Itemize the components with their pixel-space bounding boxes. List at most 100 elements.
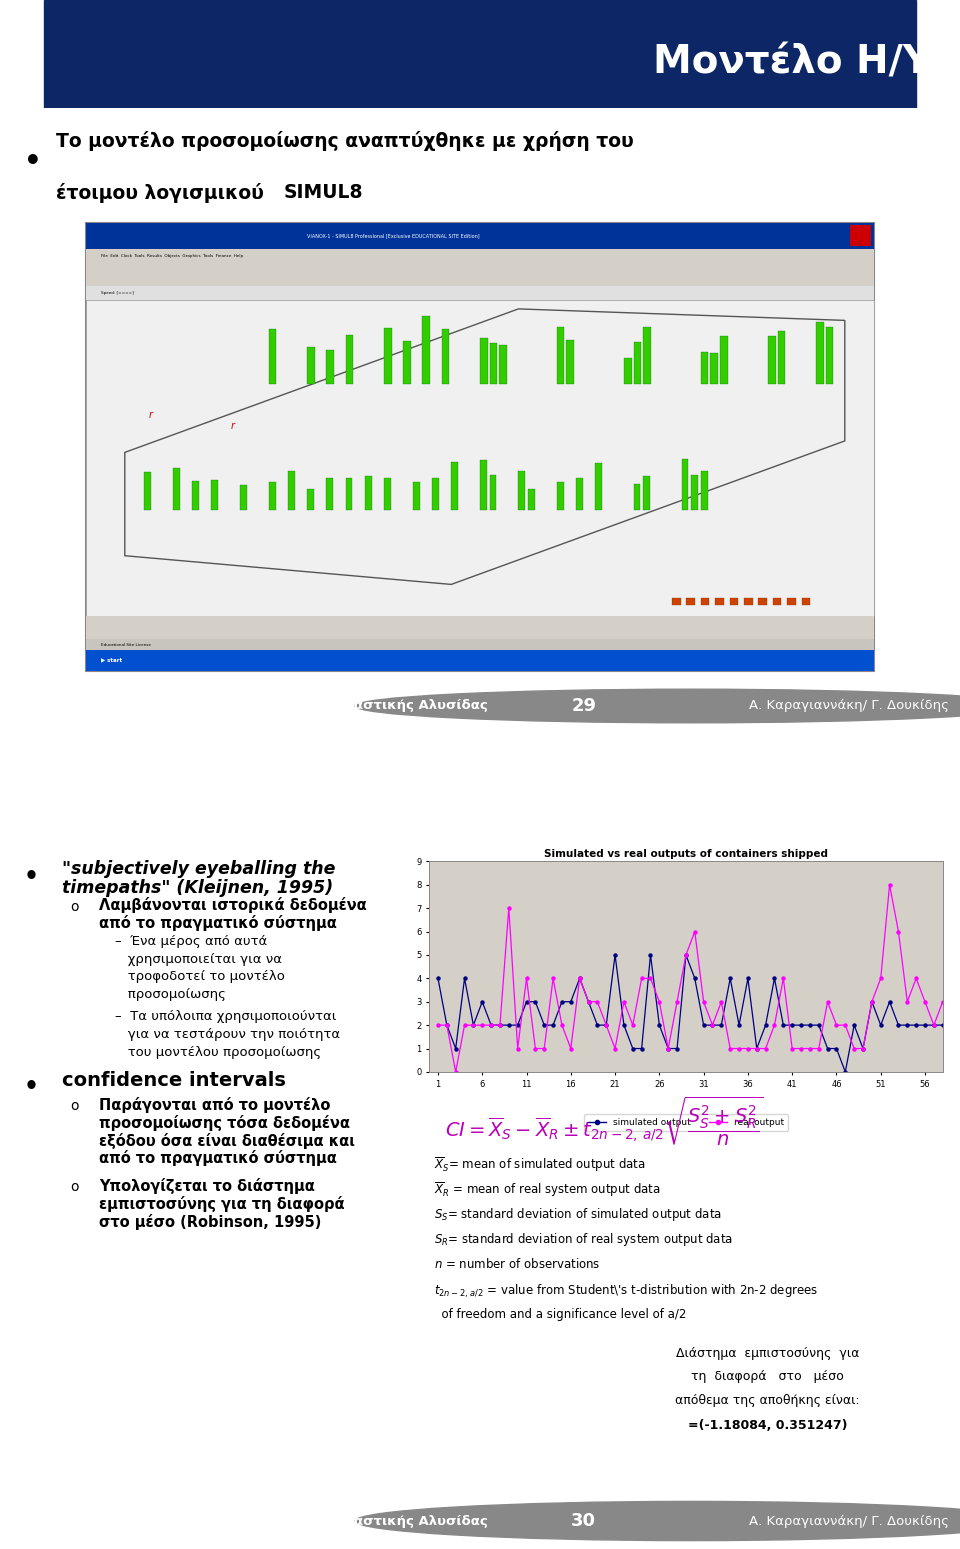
Legend: simulated output, real output: simulated output, real output (584, 1114, 788, 1131)
Text: confidence intervals: confidence intervals (62, 1070, 286, 1089)
Bar (499, 345, 507, 384)
Bar (701, 471, 708, 510)
Bar (490, 476, 496, 510)
Text: timepaths" (Kleijnen, 1995): timepaths" (Kleijnen, 1995) (62, 880, 334, 897)
Text: •: • (24, 864, 39, 889)
Text: of freedom and a significance level of a/2: of freedom and a significance level of a… (434, 1307, 686, 1320)
Text: VIANOX-1 - SIMUL8 Professional [Exclusive EDUCATIONAL SITE Edition]: VIANOX-1 - SIMUL8 Professional [Exclusiv… (307, 232, 480, 239)
Text: Παράγονται από το μοντέλο: Παράγονται από το μοντέλο (99, 1097, 330, 1112)
Bar (307, 347, 315, 384)
Bar (744, 598, 753, 604)
Bar (480, 460, 487, 510)
Bar (326, 477, 333, 510)
Text: Α. Καραγιαννάκη/ Γ. Δουκίδης: Α. Καραγιαννάκη/ Γ. Δουκίδης (749, 1515, 948, 1527)
Text: στο μέσο (Robinson, 1995): στο μέσο (Robinson, 1995) (99, 1213, 322, 1230)
Bar (730, 598, 738, 604)
Bar (326, 350, 334, 384)
Bar (86, 638, 874, 651)
Bar (442, 328, 449, 384)
Bar (643, 476, 650, 510)
Bar (86, 301, 874, 617)
Bar (413, 482, 420, 510)
Text: Διάστημα  εμπιστοσύνης  για: Διάστημα εμπιστοσύνης για (676, 1348, 859, 1360)
Bar (432, 479, 439, 510)
Bar (86, 651, 874, 671)
Text: o: o (70, 1100, 79, 1114)
Bar (634, 483, 640, 510)
Bar (422, 316, 430, 384)
Circle shape (355, 689, 960, 723)
Bar (86, 249, 874, 266)
Bar (634, 342, 641, 384)
Text: εμπιστοσύνης για τη διαφορά: εμπιστοσύνης για τη διαφορά (99, 1196, 345, 1211)
Bar (672, 598, 681, 604)
Text: Λαμβάνονται ιστορικά δεδομένα: Λαμβάνονται ιστορικά δεδομένα (99, 897, 367, 912)
Bar (701, 352, 708, 384)
Bar (686, 598, 695, 604)
Text: $S_R$= standard deviation of real system output data: $S_R$= standard deviation of real system… (434, 1231, 733, 1248)
Bar (269, 328, 276, 384)
Bar (528, 488, 535, 510)
Text: o: o (70, 900, 79, 914)
Bar (86, 287, 874, 301)
Text: Educational Site License: Educational Site License (101, 643, 151, 646)
Text: File  Edit  Clock  Tools  Results  Objects  Graphics  Tools  Finance  Help: File Edit Clock Tools Results Objects Gr… (101, 254, 243, 259)
Text: Το μοντέλο προσομοίωσης αναπτύχθηκε με χρήση του: Το μοντέλο προσομοίωσης αναπτύχθηκε με χ… (56, 132, 634, 150)
FancyBboxPatch shape (586, 1331, 949, 1447)
Bar (346, 477, 352, 510)
Text: 29: 29 (571, 697, 596, 716)
Text: –  Τα υπόλοιπα χρησιμοποιούνται: – Τα υπόλοιπα χρησιμοποιούνται (115, 1010, 337, 1022)
Text: $t_{2n-2,\,a/2}$ = value from Student\'s t-distribution with 2n-2 degrees: $t_{2n-2,\,a/2}$ = value from Student\'s… (434, 1283, 819, 1298)
Bar (643, 327, 651, 384)
Text: $\overline{X}_R$ = mean of real system output data: $\overline{X}_R$ = mean of real system o… (434, 1180, 660, 1199)
Text: από το πραγματικό σύστημα: από το πραγματικό σύστημα (99, 1151, 337, 1166)
Text: Μοντέλο Η/Υ: Μοντέλο Η/Υ (654, 43, 931, 82)
Bar (720, 336, 728, 384)
Text: Η Προσομοίωση στη λήψη αποφάσεων Εφοδιαστικής Αλυσίδας: Η Προσομοίωση στη λήψη αποφάσεων Εφοδιασ… (19, 700, 488, 713)
Text: Η Προσομοίωση στη λήψη αποφάσεων Εφοδιαστικής Αλυσίδας: Η Προσομοίωση στη λήψη αποφάσεων Εφοδιασ… (19, 1515, 488, 1527)
Bar (86, 617, 874, 638)
Bar (701, 598, 709, 604)
Text: $\overline{X}_S$= mean of simulated output data: $\overline{X}_S$= mean of simulated outp… (434, 1156, 646, 1174)
Bar (787, 598, 796, 604)
Bar (768, 336, 776, 384)
Text: SIMUL8: SIMUL8 (283, 183, 363, 201)
Text: ▶ start: ▶ start (101, 658, 122, 663)
Bar (451, 462, 458, 510)
Bar (384, 479, 391, 510)
Bar (490, 342, 497, 384)
Bar (365, 476, 372, 510)
Bar (816, 322, 824, 384)
Text: εξόδου όσα είναι διαθέσιμα και: εξόδου όσα είναι διαθέσιμα και (99, 1132, 355, 1148)
Text: r: r (230, 421, 234, 432)
Text: 30: 30 (571, 1512, 596, 1530)
Bar (518, 471, 525, 510)
Bar (773, 598, 781, 604)
Bar (710, 353, 718, 384)
Text: $CI = \overline{X}_S - \overline{X}_R \pm t_{2n-2,\,a/2}\sqrt{\dfrac{S_S^2+S_R^2: $CI = \overline{X}_S - \overline{X}_R \p… (444, 1095, 763, 1148)
Bar (144, 471, 151, 510)
Bar (566, 341, 574, 384)
Text: $S_S$= standard deviation of simulated output data: $S_S$= standard deviation of simulated o… (434, 1205, 722, 1222)
Bar (211, 480, 218, 510)
Text: τη  διαφορά   στο   μέσο: τη διαφορά στο μέσο (691, 1371, 844, 1383)
Bar (557, 482, 564, 510)
Bar (346, 335, 353, 384)
Bar (758, 598, 767, 604)
Bar (403, 341, 411, 384)
Bar (802, 598, 810, 604)
FancyBboxPatch shape (414, 844, 958, 1084)
Bar (682, 459, 688, 510)
Bar (86, 223, 874, 249)
Bar (384, 327, 392, 384)
Bar (715, 598, 724, 604)
Text: Υπολογίζεται το διάστημα: Υπολογίζεται το διάστημα (99, 1177, 315, 1194)
Bar (557, 327, 564, 384)
Text: Speed: [====]: Speed: [====] (101, 291, 133, 294)
Bar (595, 463, 602, 510)
Text: απόθεμα της αποθήκης είναι:: απόθεμα της αποθήκης είναι: (675, 1394, 860, 1406)
Text: του μοντέλου προσομοίωσης: του μοντέλου προσομοίωσης (115, 1046, 322, 1060)
Text: $n$ = number of observations: $n$ = number of observations (434, 1256, 601, 1270)
Bar (269, 482, 276, 510)
FancyBboxPatch shape (86, 223, 874, 671)
